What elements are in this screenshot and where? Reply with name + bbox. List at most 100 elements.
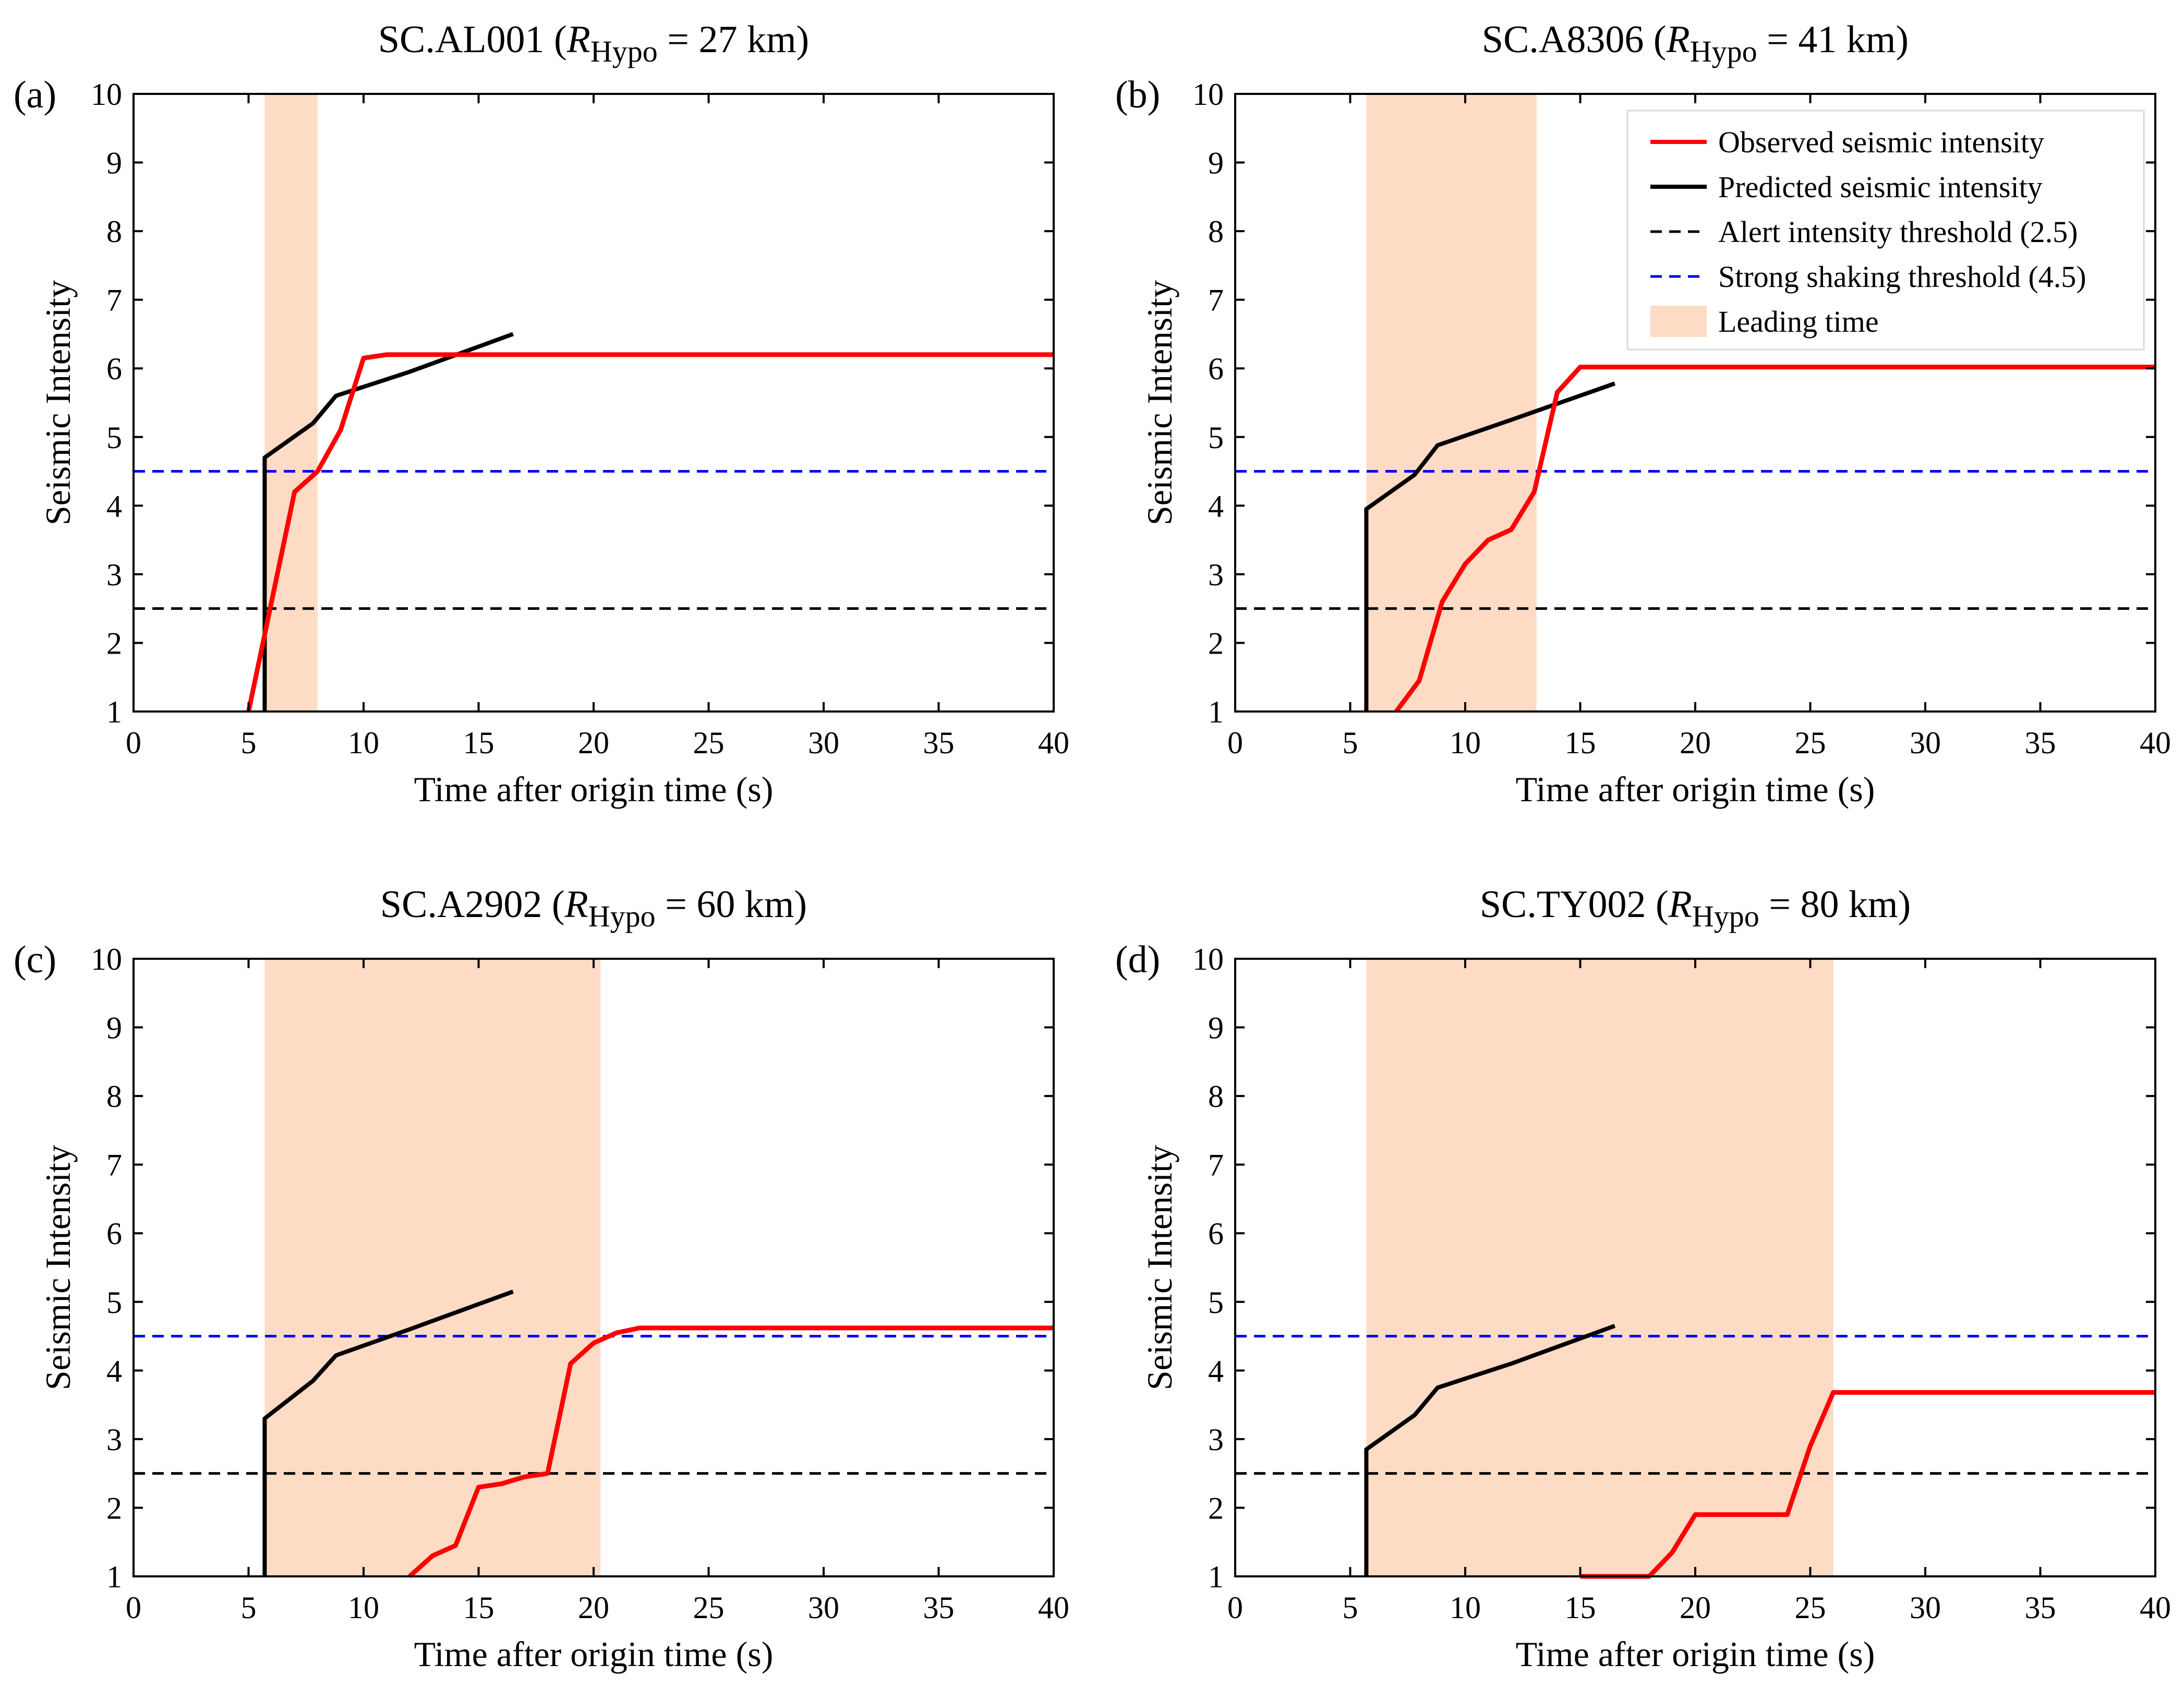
- predicted-intensity-line: [262, 332, 514, 712]
- y-axis-label: Seismic Intensity: [1140, 1145, 1179, 1390]
- title-value: = 80 km): [1759, 883, 1911, 926]
- title-subscript: Hypo: [590, 34, 658, 68]
- leading-time-band: [1366, 94, 1537, 712]
- title-station: SC.AL001: [378, 18, 545, 61]
- x-tick-label: 10: [1450, 1590, 1481, 1625]
- y-tick-label: 9: [1208, 146, 1224, 180]
- y-tick-label: 4: [1208, 489, 1224, 523]
- y-tick-label: 6: [106, 1216, 122, 1251]
- panel-title: SC.TY002 (RHypo = 80 km): [1480, 883, 1911, 933]
- leading-time-band: [264, 959, 601, 1576]
- title-value: = 60 km): [656, 883, 807, 926]
- x-tick-label: 20: [578, 1590, 609, 1625]
- y-axis-label: Seismic Intensity: [38, 280, 78, 525]
- x-tick-label: 10: [348, 726, 379, 760]
- y-tick-label: 3: [106, 1422, 122, 1457]
- y-tick-label: 4: [106, 1354, 122, 1388]
- y-tick-label: 5: [106, 420, 122, 455]
- panel-title: SC.AL001 (RHypo = 27 km): [378, 18, 809, 68]
- x-tick-label: 30: [808, 726, 839, 760]
- title-subscript: Hypo: [1692, 899, 1759, 933]
- x-tick-label: 35: [2025, 1590, 2056, 1625]
- x-tick-label: 20: [1680, 1590, 1711, 1625]
- x-tick-label: 5: [1343, 1590, 1358, 1625]
- title-value: = 41 km): [1757, 18, 1909, 61]
- x-tick-label: 40: [2140, 1590, 2171, 1625]
- y-axis-label: Seismic Intensity: [38, 1145, 78, 1390]
- panel-a: 0 5 10 15 20 25 30 35 40 1 2 3 4 5 6 7 8 9 10 Time after or…: [14, 18, 1069, 809]
- y-tick-label: 3: [1208, 1422, 1224, 1457]
- title-open-paren: (: [1646, 883, 1668, 926]
- title-open-paren: (: [1644, 18, 1666, 61]
- title-open-paren: (: [542, 883, 564, 926]
- x-tick-label: 25: [693, 726, 725, 760]
- y-tick-label: 10: [1192, 77, 1224, 112]
- panel-letter: (a): [14, 74, 56, 116]
- y-tick-label: 7: [1208, 1148, 1224, 1183]
- x-axis-label: Time after origin time (s): [1516, 1634, 1875, 1674]
- title-subscript: Hypo: [1690, 34, 1757, 68]
- legend: Observed seismic intensity Predicted seis…: [1626, 110, 2145, 351]
- y-tick-label: 10: [91, 77, 122, 112]
- x-tick-label: 0: [1227, 726, 1243, 760]
- y-tick-label: 4: [1208, 1354, 1224, 1388]
- y-tick-label: 9: [106, 146, 122, 180]
- y-tick-label: 6: [106, 352, 122, 386]
- x-tick-label: 35: [923, 1590, 955, 1625]
- x-tick-label: 25: [693, 1590, 725, 1625]
- y-tick-label: 9: [106, 1011, 122, 1045]
- x-axis-label: Time after origin time (s): [414, 1634, 774, 1674]
- panel-d: 0 5 10 15 20 25 30 35 40 1 2 3 4 5 6 7 8 9 10 Time after or…: [1115, 883, 2171, 1674]
- x-tick-label: 0: [126, 1590, 141, 1625]
- x-tick-label: 35: [2025, 726, 2056, 760]
- y-tick-label: 3: [106, 558, 122, 592]
- y-tick-label: 5: [1208, 1285, 1224, 1320]
- y-tick-label: 2: [106, 626, 122, 660]
- y-tick-label: 7: [1208, 283, 1224, 318]
- y-tick-label: 2: [106, 1491, 122, 1525]
- observed-intensity-line: [1580, 1390, 2155, 1579]
- y-tick-label: 8: [1208, 214, 1224, 249]
- y-tick-label: 7: [106, 1148, 122, 1183]
- y-tick-label: 6: [1208, 352, 1224, 386]
- title-station: SC.A2902: [380, 883, 542, 926]
- title-variable: R: [564, 883, 588, 926]
- x-tick-label: 10: [348, 1590, 379, 1625]
- panel-letter: (b): [1115, 74, 1160, 116]
- y-tick-label: 1: [1208, 695, 1224, 729]
- x-tick-label: 30: [1910, 726, 1941, 760]
- legend-label-leading-time: Leading time: [1718, 305, 1879, 339]
- y-tick-label: 7: [106, 283, 122, 318]
- y-axis-label: Seismic Intensity: [1140, 280, 1179, 525]
- predicted-intensity-line: [1364, 1324, 1616, 1576]
- title-variable: R: [566, 18, 590, 61]
- x-tick-label: 20: [578, 726, 609, 760]
- legend-box: [1626, 110, 2145, 351]
- y-tick-label: 5: [1208, 420, 1224, 455]
- x-tick-label: 40: [1038, 1590, 1069, 1625]
- title-value: = 27 km): [658, 18, 809, 61]
- legend-swatch-leading-time: [1650, 306, 1707, 337]
- predicted-intensity-line: [262, 1289, 514, 1576]
- x-tick-label: 5: [241, 726, 257, 760]
- legend-label-predicted-seismic-intensity: Predicted seismic intensity: [1718, 170, 2043, 204]
- title-subscript: Hypo: [588, 899, 656, 933]
- x-tick-label: 0: [126, 726, 141, 760]
- x-tick-label: 25: [1795, 1590, 1826, 1625]
- title-station: SC.A8306: [1482, 18, 1644, 61]
- observed-intensity-line: [408, 1325, 1054, 1578]
- y-tick-label: 9: [1208, 1011, 1224, 1045]
- x-tick-label: 10: [1450, 726, 1481, 760]
- x-tick-label: 35: [923, 726, 955, 760]
- y-tick-label: 10: [1192, 942, 1224, 976]
- x-tick-label: 40: [2140, 726, 2171, 760]
- y-tick-label: 1: [106, 1560, 122, 1594]
- observed-intensity-line: [1394, 365, 2155, 713]
- x-tick-label: 30: [808, 1590, 839, 1625]
- y-tick-label: 5: [106, 1285, 122, 1320]
- x-tick-label: 20: [1680, 726, 1711, 760]
- x-tick-label: 15: [1565, 1590, 1596, 1625]
- panel-title: SC.A2902 (RHypo = 60 km): [380, 883, 807, 933]
- panel-b: 0 5 10 15 20 25 30 35 40 1 2 3 4 5 6 7 8 9 10 Time after or…: [1115, 18, 2171, 809]
